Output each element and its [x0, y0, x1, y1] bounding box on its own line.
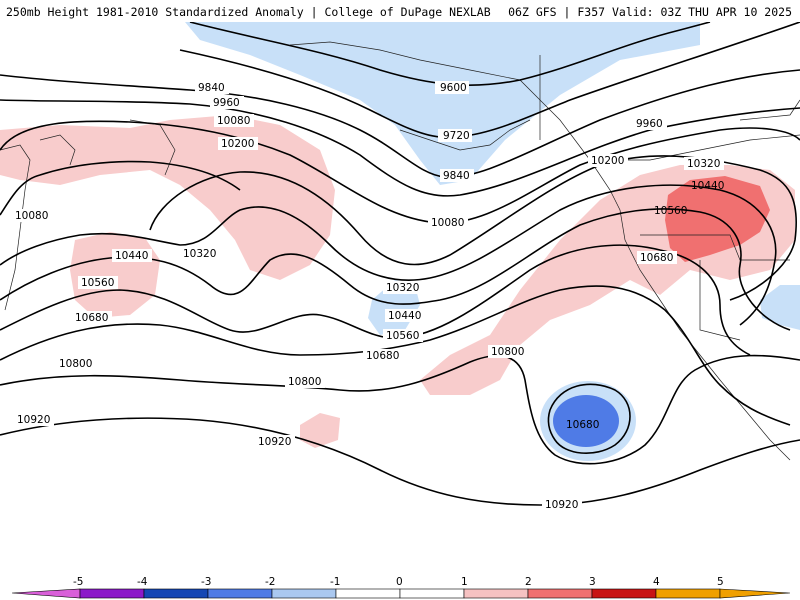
contour-label-10800-east: 10800: [491, 346, 524, 358]
contour-label-10200: 10200: [221, 138, 254, 150]
colorbar-cell: [335, 588, 401, 599]
contour-9960: [0, 99, 800, 197]
colorbar-left-arrow: [11, 588, 81, 599]
colorbar-tick-label: 3: [589, 576, 596, 588]
contour-label-10320-mid: 10320: [386, 282, 419, 294]
positive-anomaly-small: [300, 413, 340, 448]
coastlines: [0, 41, 800, 461]
colorbar-tick-label: -4: [137, 576, 148, 588]
colorbar-tick-label: 2: [525, 576, 532, 588]
contour-label-10560-east: 10560: [654, 205, 687, 217]
negative-anomaly-low-inner: [553, 395, 619, 447]
colorbar-tick-label: 1: [461, 576, 468, 588]
colorbar-tick-label: 5: [717, 576, 724, 588]
contour-10320-west: [0, 184, 777, 326]
contour-label-10560: 10560: [81, 277, 114, 289]
map-title: 250mb Height 1981-2010 Standardized Anom…: [6, 5, 491, 19]
contour-label-10680: 10680: [75, 312, 108, 324]
contour-label-10440-east: 10440: [691, 180, 724, 192]
contour-label-10680-mid: 10680: [366, 350, 399, 362]
contour-10920: [0, 417, 800, 506]
contour-label-10440-mid: 10440: [388, 310, 421, 322]
anomaly-shading: [0, 22, 800, 461]
contour-label-9840-east: 9840: [443, 170, 470, 182]
colorbar-cell: [143, 588, 209, 599]
colorbar-tick-label: 4: [653, 576, 660, 588]
negative-anomaly-north: [185, 22, 700, 185]
positive-anomaly-strong: [665, 176, 770, 262]
positive-anomaly-west: [0, 115, 335, 280]
contour-label-10320-east: 10320: [687, 158, 720, 170]
contour-10440: [0, 208, 791, 331]
contour-10800: [0, 354, 800, 465]
map-header: 250mb Height 1981-2010 Standardized Anom…: [0, 0, 800, 22]
colorbar-cell: [655, 588, 721, 599]
contour-10080-left: [0, 160, 241, 216]
colorbar-tick-label: -1: [330, 576, 340, 588]
contour-label-10920-south: 10920: [545, 499, 578, 511]
contour-label-10680-east: 10680: [640, 252, 673, 264]
positive-anomaly-pacific: [70, 232, 160, 318]
colorbar-tick-labels: -5 -4 -3 -2 -1 0 1 2 3 4 5: [73, 576, 724, 588]
contour-10200: [149, 155, 797, 301]
colorbar-cell: [79, 588, 145, 599]
colorbar-cell: [591, 588, 657, 599]
contour-10680-low: [547, 383, 631, 455]
contour-label-10800-mid: 10800: [288, 376, 321, 388]
colorbar-cell: [463, 588, 529, 599]
contour-label-group: 9600 9720 9840 9840 9960 9960 10080 1008…: [12, 81, 724, 511]
colorbar-cell: [399, 588, 465, 599]
contour-label-10320: 10320: [183, 248, 216, 260]
contour-label-10560-mid: 10560: [386, 330, 419, 342]
contour-label-9840: 9840: [198, 82, 225, 94]
colorbar-right-arrow: [719, 588, 791, 599]
contour-label-10080-west: 10080: [15, 210, 48, 222]
map-canvas: 9600 9720 9840 9840 9960 9960 10080 1008…: [0, 22, 800, 511]
contour-label-10200-east: 10200: [591, 155, 624, 167]
colorbar-tick-label: -3: [201, 576, 211, 588]
colorbar-cell: [527, 588, 593, 599]
contour-label-10920-mid: 10920: [258, 436, 291, 448]
colorbar-tick-label: -2: [265, 576, 275, 588]
contour-label-9600: 9600: [440, 82, 467, 94]
contour-label-10440: 10440: [115, 250, 148, 262]
colorbar-tick-label: -5: [73, 576, 83, 588]
contour-label-10680-low: 10680: [566, 419, 599, 431]
contour-label-9960: 9960: [213, 97, 240, 109]
colorbar-cell: [207, 588, 273, 599]
contour-label-10080-mid: 10080: [431, 217, 464, 229]
contour-label-10800: 10800: [59, 358, 92, 370]
contour-label-10920: 10920: [17, 414, 50, 426]
contour-label-10080: 10080: [217, 115, 250, 127]
contour-label-9720: 9720: [443, 130, 470, 142]
contour-9840: [0, 69, 800, 178]
contour-label-9960-east: 9960: [636, 118, 663, 130]
model-valid-time: 06Z GFS | F357 Valid: 03Z THU APR 10 202…: [508, 5, 792, 19]
colorbar-tick-label: 0: [396, 576, 403, 588]
negative-anomaly-right: [760, 285, 800, 330]
colorbar-cells: [79, 588, 721, 599]
colorbar: -5 -4 -3 -2 -1 0 1 2 3 4 5: [11, 576, 791, 599]
colorbar-cell: [271, 588, 337, 599]
